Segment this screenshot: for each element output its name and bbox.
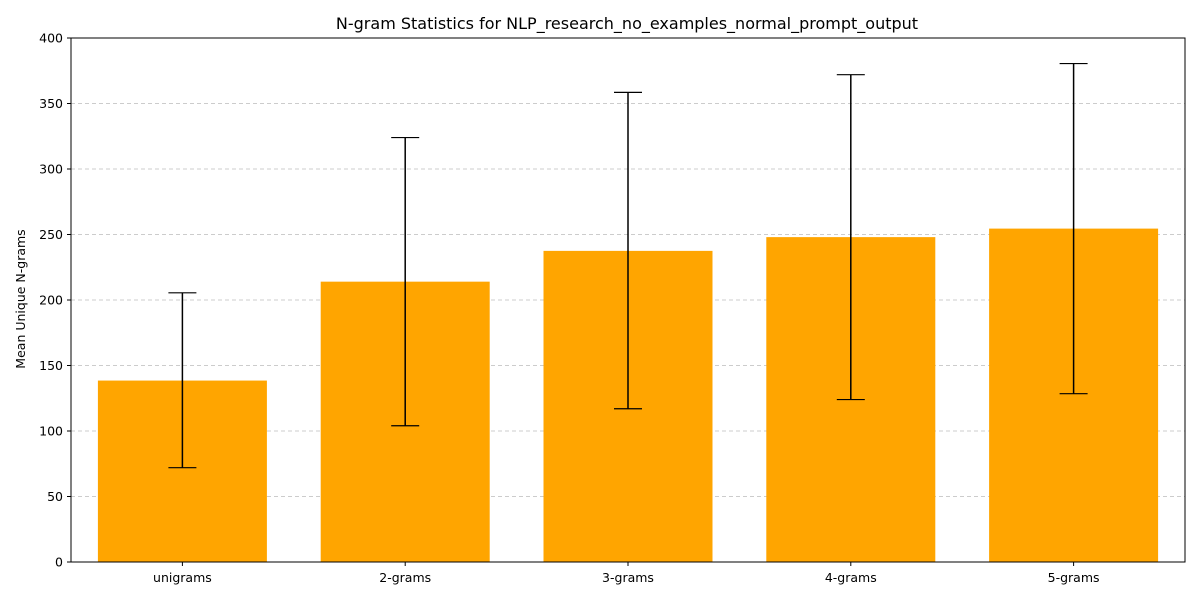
y-tick-label: 250 (39, 227, 63, 242)
y-tick-label: 350 (39, 96, 63, 111)
y-axis-ticks: 0 50 100 150 200 250 300 350 400 (39, 31, 71, 570)
y-tick-label: 200 (39, 293, 63, 308)
x-tick-label: 5-grams (1048, 570, 1100, 585)
x-axis-ticks: unigrams 2-grams 3-grams 4-grams 5-grams (153, 562, 1100, 585)
y-tick-label: 50 (47, 489, 63, 504)
y-tick-label: 100 (39, 424, 63, 439)
chart-title: N-gram Statistics for NLP_research_no_ex… (336, 14, 918, 34)
error-bars (168, 62, 1088, 469)
y-axis-label: Mean Unique N-grams (13, 229, 28, 368)
y-tick-label: 300 (39, 162, 63, 177)
y-tick-label: 150 (39, 358, 63, 373)
y-tick-label: 0 (55, 555, 63, 570)
x-tick-label: 3-grams (602, 570, 654, 585)
x-tick-label: unigrams (153, 570, 212, 585)
x-tick-label: 2-grams (379, 570, 431, 585)
y-tick-label: 400 (39, 31, 63, 46)
x-tick-label: 4-grams (825, 570, 877, 585)
